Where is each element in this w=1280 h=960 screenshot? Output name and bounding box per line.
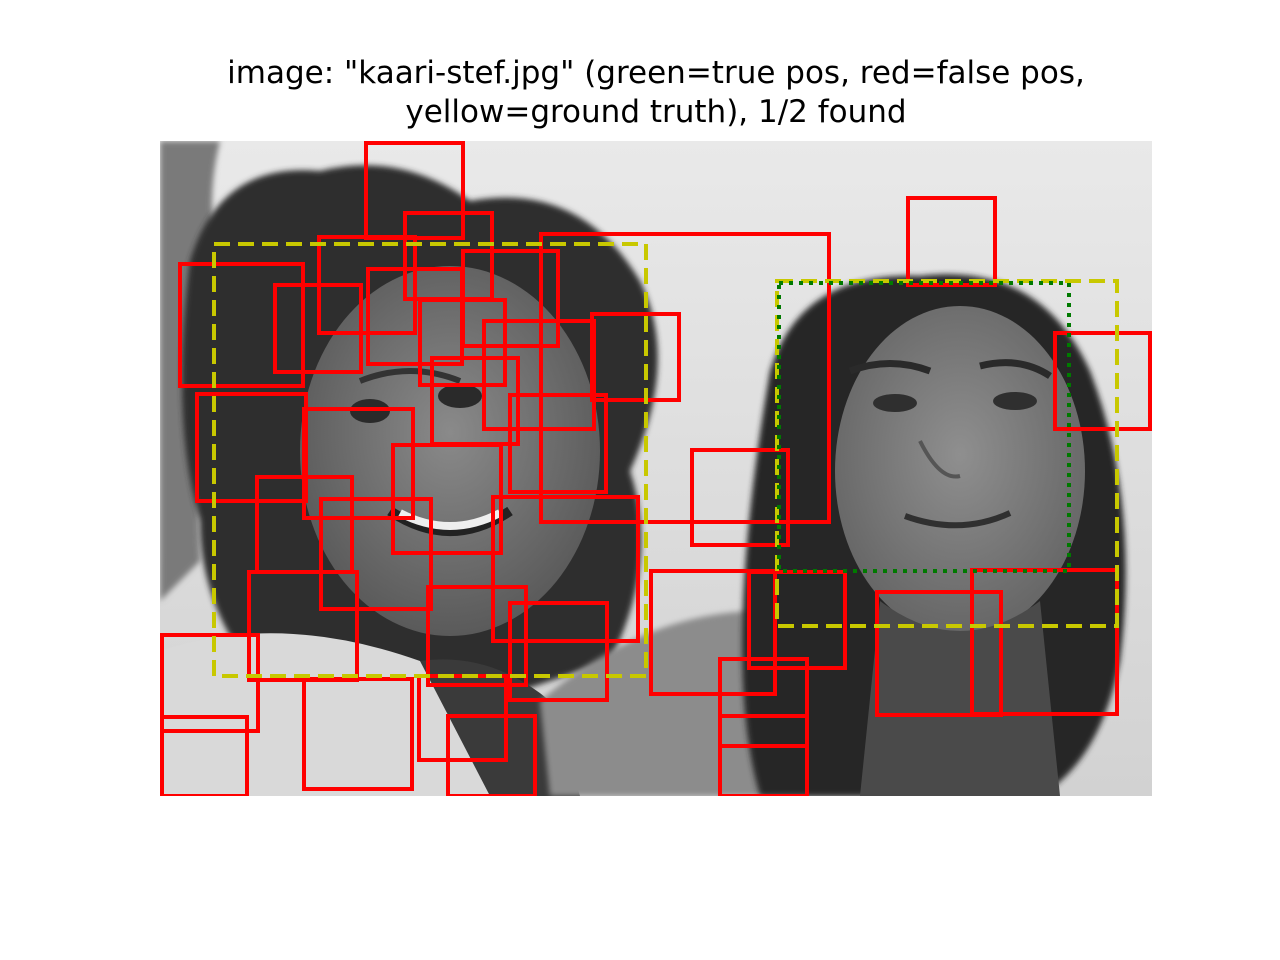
false-positive-box [1053, 331, 1152, 431]
title-line-2: yellow=ground truth), 1/2 found [405, 94, 907, 130]
false-positive-box [178, 262, 305, 388]
false-positive-boxes [160, 141, 1152, 796]
annotated-photo [160, 141, 1152, 796]
false-positive-box [319, 497, 433, 611]
ground-truth-box [212, 242, 648, 678]
false-positive-box [875, 590, 1003, 717]
false-positive-box [366, 267, 464, 366]
false-positive-box [649, 569, 777, 696]
photo [160, 141, 1152, 796]
false-positive-box [302, 677, 414, 791]
false-positive-box [426, 585, 528, 687]
false-positive-box [491, 495, 640, 643]
false-positive-box [539, 232, 831, 524]
true-positive-box [777, 281, 1071, 573]
false-positive-box [508, 601, 609, 702]
false-positive-box [160, 633, 260, 733]
ground-truth-box [775, 279, 1119, 628]
title-line-1: image: "kaari-stef.jpg" (green=true pos,… [227, 55, 1085, 91]
false-positive-box [273, 283, 363, 374]
plot-title: image: "kaari-stef.jpg" (green=true pos,… [0, 54, 1280, 132]
false-positive-box [718, 714, 809, 796]
false-positive-box [302, 407, 415, 520]
false-positive-box [718, 657, 809, 748]
false-positive-box [446, 714, 537, 796]
false-positive-box [508, 393, 608, 494]
false-positive-box [690, 448, 790, 547]
false-positive-box [418, 298, 507, 387]
ground-truth-boxes [212, 242, 1119, 678]
detection-figure [160, 141, 1152, 796]
false-positive-box [160, 715, 249, 796]
true-positive-boxes [777, 281, 1071, 573]
false-positive-box [590, 312, 681, 402]
